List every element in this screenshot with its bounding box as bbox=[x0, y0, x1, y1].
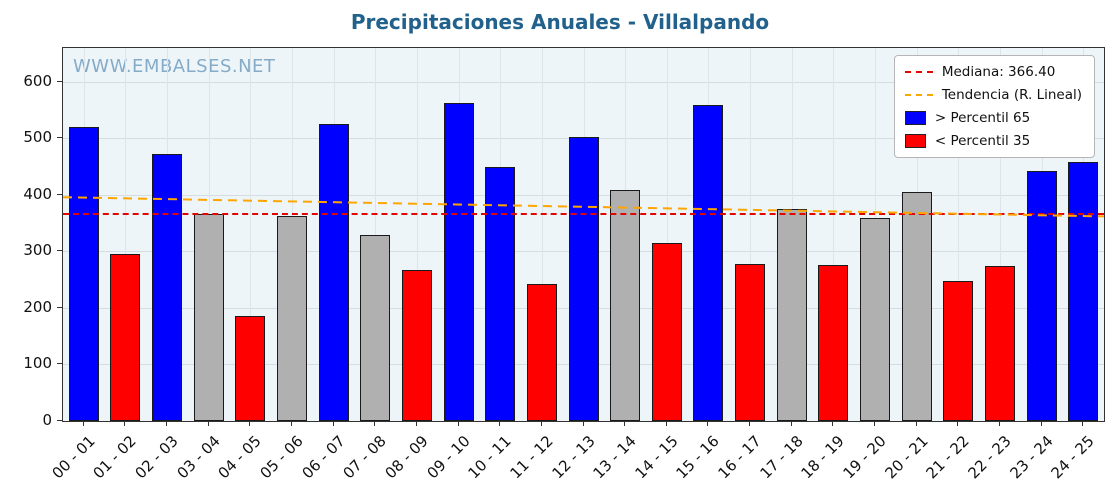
legend-entry: > Percentil 65 bbox=[904, 110, 1082, 126]
gridline-vertical bbox=[125, 48, 127, 421]
x-tick-mark bbox=[873, 421, 875, 426]
legend-entry-label: > Percentil 65 bbox=[934, 110, 1031, 126]
y-tick-label: 300 bbox=[23, 241, 52, 260]
bar bbox=[610, 190, 641, 421]
bar bbox=[235, 316, 266, 421]
legend-entry-label: Mediana: 366.40 bbox=[941, 64, 1056, 80]
x-tick-mark bbox=[624, 421, 626, 426]
x-tick-mark bbox=[457, 421, 459, 426]
legend-line-sample bbox=[904, 71, 933, 73]
legend-line-sample bbox=[904, 94, 933, 96]
x-tick-mark bbox=[998, 421, 1000, 426]
bar bbox=[318, 124, 349, 421]
legend-entry-label: Tendencia (R. Lineal) bbox=[941, 87, 1082, 103]
bar bbox=[68, 127, 99, 421]
x-tick-mark bbox=[82, 421, 84, 426]
y-tick-mark bbox=[57, 420, 62, 421]
y-tick-mark bbox=[57, 80, 62, 82]
bar bbox=[401, 270, 432, 421]
bar bbox=[1026, 171, 1057, 421]
x-tick-mark bbox=[124, 421, 126, 426]
y-tick-label: 400 bbox=[23, 184, 52, 203]
legend-patch-sample bbox=[904, 134, 926, 148]
bar bbox=[1068, 162, 1099, 421]
y-tick-label: 500 bbox=[23, 128, 52, 147]
bar bbox=[984, 265, 1015, 421]
bar bbox=[443, 103, 474, 421]
bar bbox=[693, 104, 724, 421]
y-tick-label: 100 bbox=[23, 354, 52, 373]
median-line bbox=[63, 212, 1104, 215]
x-tick-mark bbox=[707, 421, 709, 426]
bar bbox=[943, 280, 974, 421]
x-tick-mark bbox=[540, 421, 542, 426]
watermark: WWW.EMBALSES.NET bbox=[73, 56, 276, 77]
x-tick-mark bbox=[1040, 421, 1042, 426]
bar bbox=[152, 153, 183, 421]
gridline-vertical bbox=[750, 48, 752, 421]
x-tick-mark bbox=[499, 421, 501, 426]
x-tick-mark bbox=[915, 421, 917, 426]
x-tick-mark bbox=[332, 421, 334, 426]
bar bbox=[110, 254, 141, 421]
y-tick-label: 0 bbox=[42, 411, 52, 429]
gridline-vertical bbox=[666, 48, 668, 421]
x-tick-mark bbox=[1082, 421, 1084, 426]
bar bbox=[568, 137, 599, 421]
gridline-vertical bbox=[999, 48, 1001, 421]
legend-entry-label: < Percentil 35 bbox=[934, 133, 1031, 149]
y-tick-mark bbox=[57, 250, 62, 252]
x-tick-mark bbox=[957, 421, 959, 426]
bar bbox=[859, 217, 890, 421]
y-tick-mark bbox=[57, 193, 62, 195]
x-tick-mark bbox=[832, 421, 834, 426]
y-tick-label: 600 bbox=[23, 71, 52, 90]
x-tick-mark bbox=[665, 421, 667, 426]
gridline-vertical bbox=[416, 48, 418, 421]
x-tick-mark bbox=[207, 421, 209, 426]
legend-entry: Mediana: 366.40 bbox=[904, 64, 1082, 80]
x-tick-mark bbox=[166, 421, 168, 426]
legend-entry: < Percentil 35 bbox=[904, 133, 1082, 149]
legend: Mediana: 366.40 Tendencia (R. Lineal) > P… bbox=[893, 55, 1095, 158]
gridline-vertical bbox=[541, 48, 543, 421]
y-tick-label: 200 bbox=[23, 297, 52, 316]
bar bbox=[735, 263, 766, 421]
x-tick-mark bbox=[582, 421, 584, 426]
bar bbox=[651, 242, 682, 421]
bar bbox=[818, 265, 849, 421]
x-tick-mark bbox=[415, 421, 417, 426]
legend-patch-sample bbox=[904, 111, 926, 125]
x-tick-mark bbox=[790, 421, 792, 426]
y-tick-mark bbox=[57, 306, 62, 308]
bar bbox=[776, 209, 807, 421]
gridline-vertical bbox=[833, 48, 835, 421]
bar bbox=[277, 216, 308, 421]
bar bbox=[901, 192, 932, 421]
x-tick-mark bbox=[291, 421, 293, 426]
gridline-vertical bbox=[250, 48, 252, 421]
y-tick-mark bbox=[57, 137, 62, 139]
chart-title: Precipitaciones Anuales - Villalpando bbox=[350, 10, 770, 34]
x-tick-mark bbox=[749, 421, 751, 426]
x-tick-mark bbox=[374, 421, 376, 426]
bar bbox=[193, 213, 224, 421]
bar bbox=[360, 234, 391, 421]
x-tick-mark bbox=[249, 421, 251, 426]
gridline-vertical bbox=[958, 48, 960, 421]
legend-entry: Tendencia (R. Lineal) bbox=[904, 87, 1082, 103]
y-tick-mark bbox=[57, 363, 62, 365]
bar bbox=[526, 284, 557, 421]
bar bbox=[485, 166, 516, 421]
